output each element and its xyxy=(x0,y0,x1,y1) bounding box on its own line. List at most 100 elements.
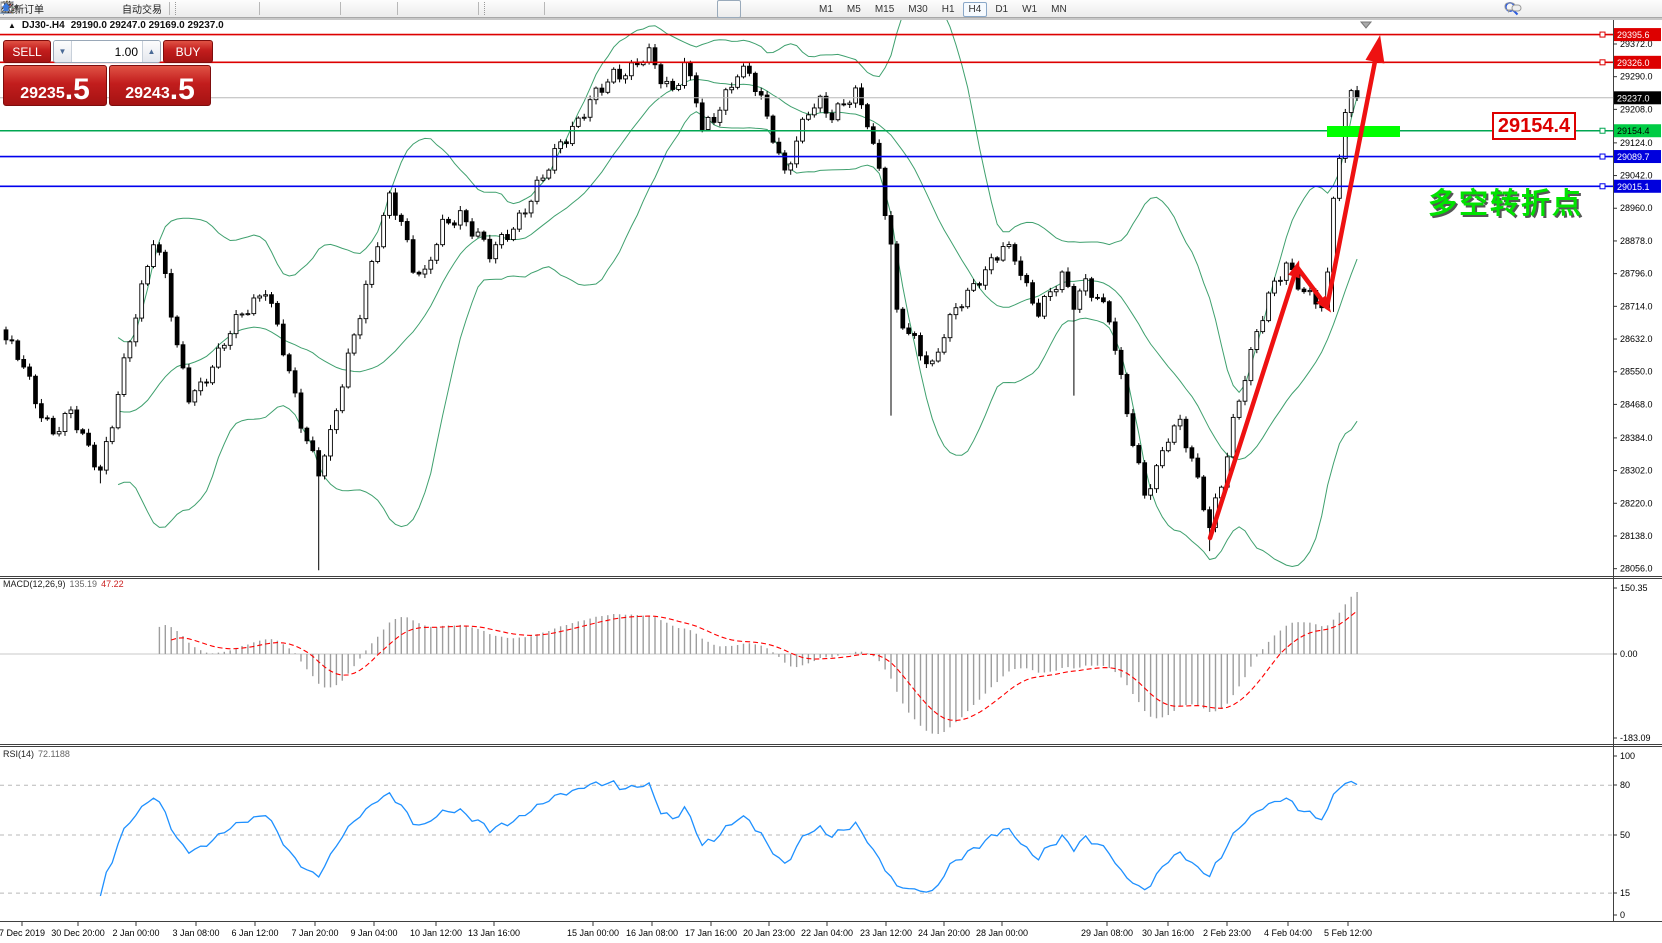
auto-trading-label: 自动交易 xyxy=(122,5,162,16)
price-tick-label: 28632.0 xyxy=(1620,334,1653,344)
sell-price-panel[interactable]: 29235 .5 xyxy=(3,65,107,106)
timeframe-button-M1[interactable]: M1 xyxy=(819,3,833,15)
price-tick-label: 28302.0 xyxy=(1620,466,1653,476)
bollinger-upper-band[interactable] xyxy=(117,0,1358,394)
fibonacci-icon[interactable]: F xyxy=(1,0,669,18)
price-tick-label: 28384.0 xyxy=(1620,433,1653,443)
bar-chart-icon[interactable] xyxy=(2,0,207,18)
timeframe-button-M5[interactable]: M5 xyxy=(846,3,861,15)
price-tag xyxy=(1614,124,1661,138)
text-icon[interactable]: A xyxy=(3,0,693,18)
price-tick-label: 29124.0 xyxy=(1620,138,1653,148)
volume-decrease-button[interactable]: ▼ xyxy=(54,41,72,62)
tile-windows-icon[interactable] xyxy=(0,0,336,18)
price-tick-label: 28960.0 xyxy=(1620,203,1653,213)
macd-axis-label: 150.35 xyxy=(1620,583,1648,593)
time-tick-label: 22 Jan 04:00 xyxy=(801,928,853,938)
collapse-triangle-icon[interactable]: ▲ xyxy=(8,21,16,30)
buy-price-panel[interactable]: 29243 .5 xyxy=(109,65,211,106)
time-axis[interactable]: 7 Dec 2019 30 Dec 20:00 2 Jan 00:00 3 Jan 0… xyxy=(0,922,1372,938)
time-tick-label: 5 Feb 12:00 xyxy=(1324,928,1372,938)
line-handle[interactable] xyxy=(1599,153,1606,160)
timeframe-button-W1[interactable]: W1 xyxy=(1022,3,1038,15)
timeframe-button-M30[interactable]: M30 xyxy=(908,3,928,15)
price-tag-label: 29015.1 xyxy=(1617,182,1650,192)
timeframe-button-H4[interactable]: H4 xyxy=(962,1,988,17)
time-tick-label: 2 Feb 23:00 xyxy=(1203,928,1251,938)
vertical-line-icon[interactable] xyxy=(6,0,573,18)
periods-icon[interactable] xyxy=(0,0,450,18)
templates-icon[interactable] xyxy=(0,0,474,18)
layouts-icon[interactable] xyxy=(0,0,71,18)
buy-price-main: 29243 xyxy=(125,85,170,102)
auto-trading-button[interactable]: 自动交易 xyxy=(0,0,165,18)
zoom-out-icon[interactable] xyxy=(1,0,312,18)
macd-axis-label: -183.09 xyxy=(1620,733,1651,743)
time-tick-label: 13 Jan 16:00 xyxy=(468,928,520,938)
price-tick-label: 28138.0 xyxy=(1620,531,1653,541)
equidistant-channel-icon[interactable]: E xyxy=(0,0,645,18)
time-tick-label: 7 Jan 20:00 xyxy=(291,928,338,938)
chat-icon[interactable] xyxy=(1504,0,1564,18)
zoom-in-icon[interactable] xyxy=(1,0,288,18)
buy-button[interactable]: BUY xyxy=(163,40,213,63)
chart-shift-marker[interactable] xyxy=(1359,21,1373,29)
price-tag-label: 29154.4 xyxy=(1617,126,1650,136)
toolbar-separator xyxy=(169,2,170,15)
pivot-annotation[interactable]: 多空转折点 xyxy=(1428,188,1584,220)
timeframe-button-H1[interactable]: H1 xyxy=(941,3,955,15)
time-tick-label: 20 Jan 23:00 xyxy=(743,928,795,938)
price-tag xyxy=(1614,55,1661,69)
line-chart-icon[interactable] xyxy=(0,0,255,18)
arrows-icon[interactable] xyxy=(2,0,741,18)
candlestick-series xyxy=(3,0,1360,571)
price-tick-label: 28714.0 xyxy=(1620,301,1653,311)
time-tick-label: 6 Jan 12:00 xyxy=(231,928,278,938)
text-label-icon[interactable]: T xyxy=(0,0,717,18)
timeframe-button-M15[interactable]: M15 xyxy=(874,3,895,15)
rsi-axis-label: 80 xyxy=(1620,780,1630,790)
crosshair-icon[interactable] xyxy=(1,0,540,18)
line-handle[interactable] xyxy=(1599,59,1606,66)
candlestick-chart-icon[interactable] xyxy=(2,0,231,18)
price-tick-label: 28878.0 xyxy=(1620,236,1653,246)
chart-shift-icon[interactable] xyxy=(2,0,393,18)
line-handle[interactable] xyxy=(1599,31,1606,38)
toolbar-separator xyxy=(340,2,341,15)
cursor-icon[interactable] xyxy=(4,0,516,18)
line-handle[interactable] xyxy=(1599,127,1606,134)
chart-background xyxy=(0,18,1662,943)
horizontal-line-icon[interactable] xyxy=(1,0,597,18)
timeframe-button-D1[interactable]: D1 xyxy=(995,3,1009,15)
sell-price-frac: .5 xyxy=(64,73,90,106)
price-tag-label: 29237.0 xyxy=(1617,93,1650,103)
chart-title: ▲ DJ30-.H4 29190.0 29247.0 29169.0 29237… xyxy=(8,20,224,31)
price-tag-label: 29395.6 xyxy=(1617,30,1650,40)
toolbar-grip[interactable] xyxy=(484,2,489,15)
price-level-callout[interactable]: 29154.4 xyxy=(1492,112,1576,140)
toolbar-grip[interactable] xyxy=(175,2,180,15)
trendline-icon[interactable] xyxy=(1,0,621,18)
profile-icon[interactable] xyxy=(0,0,95,18)
time-tick-label: 4 Feb 04:00 xyxy=(1264,928,1312,938)
price-tick-label: 29208.0 xyxy=(1620,104,1653,114)
signals-icon[interactable] xyxy=(1,0,119,18)
indicators-add-icon[interactable] xyxy=(0,0,426,18)
sell-button[interactable]: SELL xyxy=(3,40,51,63)
volume-input[interactable] xyxy=(72,41,142,62)
timeframe-button-MN[interactable]: MN xyxy=(1051,3,1067,15)
line-handle[interactable] xyxy=(1599,183,1606,190)
rsi-axis-label: 50 xyxy=(1620,830,1630,840)
price-tick-label: 29290.0 xyxy=(1620,72,1653,82)
toolbar-separator xyxy=(397,2,398,15)
rsi-line xyxy=(99,779,1358,897)
rsi-axis-label: 100 xyxy=(1620,751,1635,761)
price-axis[interactable]: 29372.0 29290.0 29208.0 29124.0 29042.0 28960… xyxy=(1613,28,1661,574)
price-tick-label: 28550.0 xyxy=(1620,367,1653,377)
volume-increase-button[interactable]: ▲ xyxy=(142,41,160,62)
auto-scroll-icon[interactable] xyxy=(4,0,369,18)
time-tick-label: 28 Jan 00:00 xyxy=(976,928,1028,938)
trend-arrow[interactable] xyxy=(1207,35,1385,541)
volume-stepper: ▼ ▲ xyxy=(53,40,161,63)
